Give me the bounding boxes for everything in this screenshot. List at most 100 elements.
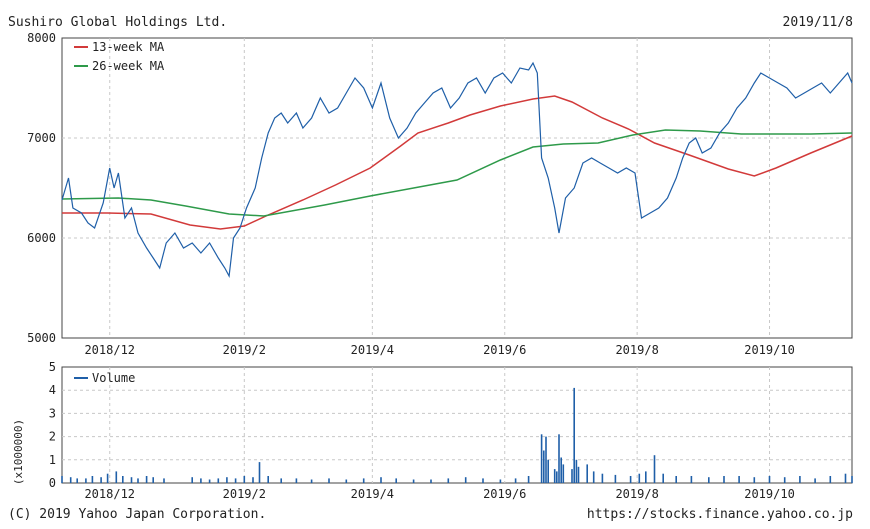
copyright-text: (C) 2019 Yahoo Japan Corporation.: [8, 507, 266, 522]
volume-x-tick-label: 2018/12: [84, 487, 135, 501]
volume-x-tick-label: 2019/2: [223, 487, 266, 501]
volume-bar: [601, 473, 604, 483]
volume-bar: [851, 476, 853, 483]
volume-y-tick-label: 2: [49, 430, 56, 444]
volume-bar: [163, 478, 165, 483]
volume-x-tick-label: 2019/10: [744, 487, 795, 501]
volume-bar: [100, 477, 102, 483]
price-x-axis: 2018/12 2019/2 2019/4 2019/6 2019/8 2019/10: [84, 343, 794, 357]
volume-bar: [556, 471, 558, 483]
volume-bar: [575, 459, 578, 483]
volume-bar: [799, 476, 801, 483]
volume-bar: [106, 473, 109, 483]
volume-bar: [267, 476, 269, 483]
ma13-line: [62, 95, 853, 230]
volume-bar: [234, 478, 237, 483]
volume-unit-label: (x1000000): [12, 419, 25, 485]
volume-bar: [85, 478, 87, 483]
price-line: [61, 61, 853, 278]
volume-bar: [586, 464, 588, 483]
volume-bar: [571, 469, 573, 483]
volume-bar: [545, 436, 547, 483]
company-name: Sushiro Global Holdings Ltd.: [8, 15, 227, 30]
volume-bar: [614, 474, 617, 483]
price-x-tick-label: 2019/2: [223, 343, 266, 357]
legend-volume-label: Volume: [92, 371, 135, 385]
volume-x-tick-label: 2019/6: [483, 487, 526, 501]
volume-bar: [547, 459, 549, 483]
volume-bar: [252, 477, 254, 483]
volume-bar: [191, 477, 193, 483]
volume-bar: [638, 473, 641, 483]
volume-bar: [690, 476, 693, 483]
volume-x-axis: 2018/12 2019/2 2019/4 2019/6 2019/8 2019/10: [84, 487, 794, 501]
volume-bar: [540, 434, 543, 483]
volume-bar: [122, 476, 124, 483]
price-plot-frame: [61, 37, 853, 339]
volume-bar: [258, 462, 261, 483]
volume-bar: [577, 466, 580, 483]
volume-bar: [310, 479, 313, 483]
volume-bar: [738, 476, 740, 483]
volume-bar: [76, 478, 78, 483]
volume-bar: [328, 478, 330, 483]
volume-bar: [61, 476, 63, 483]
volume-bar: [447, 478, 450, 483]
volume-bar: [152, 477, 154, 483]
volume-plot-frame: [61, 366, 853, 484]
volume-y-tick-label: 5: [49, 360, 56, 374]
volume-bar: [130, 477, 133, 483]
volume-x-tick-label: 2019/4: [351, 487, 394, 501]
volume-bar: [430, 479, 432, 483]
volume-bar: [208, 479, 211, 483]
volume-bar: [69, 477, 72, 483]
price-y-tick-label: 7000: [27, 131, 56, 145]
volume-bar: [345, 479, 348, 483]
source-url[interactable]: https://stocks.finance.yahoo.co.jp: [587, 507, 853, 522]
volume-bar: [295, 478, 298, 483]
volume-y-axis: 0 1 2 3 4 5: [49, 360, 56, 490]
volume-bar: [137, 478, 139, 483]
price-x-tick-label: 2018/12: [84, 343, 135, 357]
volume-x-tick-label: 2019/8: [615, 487, 658, 501]
price-y-tick-label: 5000: [27, 331, 56, 345]
volume-bar: [562, 464, 565, 483]
volume-bar: [380, 477, 382, 483]
volume-grid: [62, 367, 852, 483]
volume-bar: [217, 478, 220, 483]
volume-bar: [783, 477, 786, 483]
volume-y-tick-label: 3: [49, 406, 56, 420]
volume-bar: [829, 476, 832, 483]
volume-bar: [814, 478, 816, 483]
price-y-axis: 5000 6000 7000 8000: [27, 31, 56, 345]
legend-ma26-label: 26-week MA: [92, 59, 165, 73]
volume-bar: [708, 477, 710, 483]
volume-bar: [675, 476, 677, 483]
volume-bar: [499, 479, 502, 483]
volume-bar: [115, 471, 118, 483]
chart-date: 2019/11/8: [783, 15, 853, 30]
volume-bar: [592, 471, 595, 483]
volume-y-tick-label: 0: [49, 476, 56, 490]
price-x-tick-label: 2019/10: [744, 343, 795, 357]
volume-y-tick-label: 1: [49, 453, 56, 467]
volume-bar: [768, 476, 771, 483]
volume-bar: [753, 477, 756, 483]
volume-bar: [200, 478, 202, 483]
volume-y-tick-label: 4: [49, 383, 56, 397]
volume-bar: [527, 476, 530, 483]
price-x-tick-label: 2019/6: [483, 343, 526, 357]
ma26-line: [61, 129, 853, 217]
volume-bar: [645, 471, 647, 483]
volume-bar: [543, 450, 545, 483]
volume-bar: [243, 476, 246, 483]
price-panel: 5000 6000 7000 8000 2018/12 2019/2 2019/4 2019…: [27, 31, 853, 357]
volume-bar: [558, 434, 560, 483]
price-x-tick-label: 2019/4: [351, 343, 394, 357]
volume-bar: [145, 476, 148, 483]
volume-bar: [553, 469, 556, 483]
volume-legend: Volume: [74, 371, 135, 385]
legend-ma13-label: 13-week MA: [92, 40, 165, 54]
